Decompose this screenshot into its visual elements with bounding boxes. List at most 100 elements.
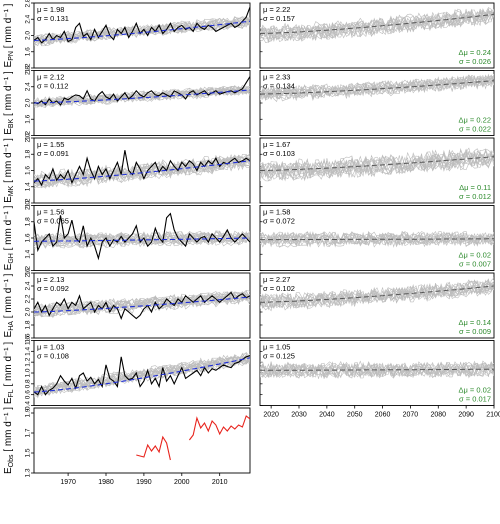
hist-mu-label: μ = 2.12 [37,73,64,82]
future-series [260,73,494,103]
y-axis-label-E_MK: EMK [ mm d⁻¹ ] [3,138,15,203]
observed-line [34,291,250,321]
historical-series [34,6,250,47]
y-axis-label-E_HA: EHA [ mm d⁻¹ ] [3,273,15,337]
future-series [260,147,494,182]
observed-series [136,415,250,461]
delta-sigma-label: σ = 0.012 [459,192,491,201]
future-trend-line [260,80,494,95]
ensemble-line [260,148,494,177]
y-tick-label: 2.0 [25,133,32,142]
future-mu-label: μ = 2.27 [263,275,290,284]
y-tick-label: 2.8 [25,0,32,8]
x-tick-label: 2040 [319,412,335,419]
ensemble-line [260,286,494,310]
y-tick-label: 1.4 [25,182,32,191]
ensemble-line [260,230,494,245]
trend-line [34,237,250,242]
ensemble-line [260,150,494,182]
y-tick-label: 2.0 [25,98,32,107]
y-tick-label: 1.6 [25,114,32,123]
y-tick-label: 2.0 [25,31,32,40]
x-tick-label: 2020 [263,412,279,419]
panel-E_HA: EHA [ mm d⁻¹ ] 1.6 1.8 2.0 2.2 2.4 2.6 μ = 2.13… [3,268,495,343]
ensemble-line [34,157,250,185]
observed-line [34,355,250,396]
panel-frame-right [259,272,495,339]
future-mu-label: μ = 1.67 [263,140,290,149]
panels: EPN [ mm d⁻¹ ]1.21.62.02.42.8μ = 1.98σ =… [3,0,495,478]
ensemble-line [260,151,494,180]
y-tick-label: 1.8 [25,149,32,158]
delta-sigma-label: σ = 0.009 [459,327,491,336]
delta-mu-label: Δμ = 0.14 [459,318,491,327]
hist-sigma-label: σ = 0.131 [37,14,69,23]
panel-frame-left [33,272,251,339]
hist-mu-label: μ = 2.13 [37,275,64,284]
ensemble-line [260,233,494,248]
ensemble-line [260,361,494,377]
future-mu-label: μ = 2.33 [263,73,290,82]
y-tick-label: 1.7 [25,428,32,437]
y-axis-label-E_FL: EFL [ mm d⁻¹ ] [3,342,15,405]
historical-series [34,289,250,321]
historical-series [34,150,250,189]
trend-line [34,20,250,41]
ensemble-line [34,17,250,43]
future-sigma-label: σ = 0.134 [263,82,295,91]
delta-sigma-label: σ = 0.026 [459,57,491,66]
y-tick-label: 1.2 [25,266,32,275]
delta-sigma-label: σ = 0.007 [459,260,491,269]
y-tick-label: 1.2 [25,63,32,72]
y-tick-label: 1.2 [25,357,32,366]
future-sigma-label: σ = 0.103 [263,149,295,158]
future-mu-label: μ = 2.22 [263,5,290,14]
ensemble-line [260,8,494,42]
observed-line [34,76,250,106]
ensemble-line [260,11,494,43]
ensemble-line [260,281,494,311]
ensemble-line [260,75,494,100]
future-sigma-label: σ = 0.102 [263,284,295,293]
panel-frame-left [33,340,251,406]
y-tick-label: 1.6 [25,47,32,56]
future-series [260,7,494,43]
future-trend-line [260,156,494,171]
hist-mu-label: μ = 1.03 [37,343,64,352]
x-tick-label: 2070 [403,412,419,419]
delta-mu-label: Δμ = 0.11 [459,183,491,192]
x-tick-label: 2080 [430,412,446,419]
x-tick-label: 2000 [174,479,190,486]
panel-E_Obs: EObs [ mm d⁻¹ ] 1.3 1.5 1.7 1.9 [3,407,251,478]
y-tick-label: 0.8 [25,379,32,388]
observed-line [34,6,250,44]
historical-series [34,76,250,109]
y-tick-label: 1.2 [25,131,32,140]
x-tick-label: 2100 [486,412,500,419]
panel-frame-left [33,407,251,474]
y-tick-label: 1.9 [25,408,32,417]
ensemble-line [260,148,494,178]
hist-mu-label: μ = 1.55 [37,140,64,149]
y-tick-label: 1.4 [25,346,32,355]
ensemble-line [260,360,494,376]
future-mu-label: μ = 1.58 [263,208,290,217]
y-tick-label: 0.4 [25,401,32,410]
x-tick-label: 2050 [347,412,363,419]
y-tick-label: 1.6 [25,233,32,242]
panel-E_PN: EPN [ mm d⁻¹ ]1.21.62.02.42.8μ = 1.98σ =… [3,0,495,73]
future-mu-label: μ = 1.05 [263,343,290,352]
panel-E_GH: EGH [ mm d⁻¹ ]1.21.41.61.82.0μ = 1.56σ =… [3,201,495,275]
trend-line [34,296,250,313]
ensemble-line [260,151,494,181]
trend-line [34,89,250,104]
delta-mu-label: Δμ = 0.02 [459,386,491,395]
future-series [260,360,494,379]
future-series [260,277,494,312]
y-tick-label: 2.4 [25,82,32,91]
y-tick-label: 1.2 [25,198,32,207]
hist-sigma-label: σ = 0.091 [37,149,69,158]
ensemble-line [260,75,494,100]
ensemble-line [260,152,494,180]
